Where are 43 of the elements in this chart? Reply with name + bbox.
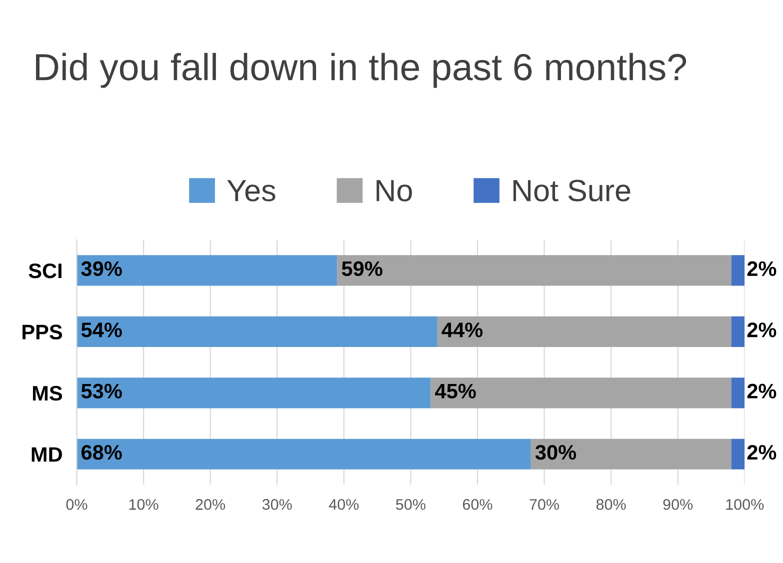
bar bbox=[731, 378, 745, 408]
x-tick-label: 50% bbox=[396, 499, 426, 510]
x-tick-label: 0% bbox=[66, 499, 88, 510]
data-label: 30% bbox=[535, 444, 576, 460]
bar bbox=[731, 255, 745, 286]
bar bbox=[76, 316, 438, 347]
chart-title: Did you fall down in the past 6 months? bbox=[36, 52, 686, 88]
bar bbox=[530, 438, 732, 470]
x-tick-label: 70% bbox=[530, 499, 560, 510]
data-label: 45% bbox=[435, 384, 476, 398]
x-tick-label: 60% bbox=[462, 499, 492, 510]
x-tick-label: 90% bbox=[663, 499, 693, 510]
legend-label: Not Sure bbox=[513, 180, 630, 202]
data-label: 2% bbox=[747, 322, 776, 338]
x-tick-label: 10% bbox=[129, 499, 158, 510]
bar bbox=[76, 255, 338, 286]
x-tick-label: 40% bbox=[328, 499, 359, 510]
bar bbox=[731, 316, 745, 347]
bar bbox=[430, 378, 732, 408]
bar bbox=[76, 378, 431, 408]
data-label: 2% bbox=[747, 444, 776, 460]
legend-label: No bbox=[376, 180, 412, 202]
data-label: 2% bbox=[747, 384, 776, 398]
data-label: 68% bbox=[82, 444, 122, 460]
data-label: 44% bbox=[442, 322, 483, 338]
y-tick-label: MS bbox=[32, 386, 62, 401]
bar bbox=[337, 255, 732, 286]
legend-label: Yes bbox=[227, 180, 276, 202]
data-label: 2% bbox=[747, 261, 776, 276]
x-tick-label: 20% bbox=[196, 499, 226, 510]
bar bbox=[437, 316, 732, 347]
x-tick-label: 30% bbox=[262, 499, 292, 510]
data-label: 53% bbox=[81, 384, 122, 399]
x-tick-label: 100% bbox=[726, 499, 764, 510]
y-tick-label: SCI bbox=[28, 263, 62, 278]
y-tick-label: MD bbox=[32, 447, 62, 462]
y-tick-label: PPS bbox=[22, 324, 62, 340]
x-tick-label: 80% bbox=[596, 499, 626, 510]
data-label: 39% bbox=[81, 261, 122, 276]
data-label: 54% bbox=[81, 322, 122, 338]
bar bbox=[76, 438, 531, 470]
bar bbox=[731, 438, 745, 470]
data-label: 59% bbox=[342, 261, 382, 276]
